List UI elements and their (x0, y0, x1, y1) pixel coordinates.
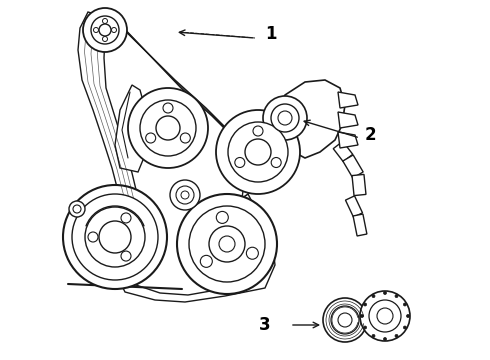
Circle shape (384, 338, 387, 341)
Circle shape (369, 300, 401, 332)
Circle shape (216, 110, 300, 194)
Polygon shape (345, 196, 363, 217)
Circle shape (364, 303, 367, 306)
Circle shape (177, 194, 277, 294)
Circle shape (94, 27, 98, 32)
Circle shape (102, 36, 107, 41)
Polygon shape (338, 112, 358, 128)
Circle shape (246, 247, 258, 259)
Circle shape (360, 291, 410, 341)
Circle shape (372, 294, 375, 298)
Circle shape (216, 211, 228, 224)
Circle shape (163, 103, 173, 113)
Circle shape (170, 180, 200, 210)
Polygon shape (278, 80, 345, 158)
Circle shape (235, 158, 245, 167)
Circle shape (253, 126, 263, 136)
Circle shape (278, 111, 292, 125)
Circle shape (63, 185, 167, 289)
Polygon shape (353, 214, 367, 236)
Circle shape (271, 104, 299, 132)
Polygon shape (115, 85, 148, 172)
Circle shape (372, 334, 375, 337)
Circle shape (338, 313, 352, 327)
Circle shape (112, 27, 117, 32)
Circle shape (140, 100, 196, 156)
Polygon shape (333, 141, 353, 162)
Circle shape (228, 122, 288, 182)
Text: 1: 1 (265, 25, 276, 43)
Circle shape (180, 133, 190, 143)
Circle shape (271, 158, 281, 167)
Circle shape (395, 334, 398, 337)
Polygon shape (78, 12, 140, 218)
Polygon shape (242, 112, 258, 198)
Circle shape (73, 205, 81, 213)
Circle shape (361, 315, 364, 318)
Circle shape (88, 232, 98, 242)
Circle shape (403, 303, 406, 306)
Polygon shape (110, 16, 250, 150)
Circle shape (72, 194, 158, 280)
Circle shape (263, 96, 307, 140)
Circle shape (102, 18, 107, 23)
Circle shape (200, 255, 212, 267)
Circle shape (377, 308, 393, 324)
Circle shape (395, 294, 398, 298)
Circle shape (331, 306, 359, 334)
Circle shape (219, 236, 235, 252)
Circle shape (128, 88, 208, 168)
Circle shape (83, 8, 127, 52)
Circle shape (181, 191, 189, 199)
Polygon shape (118, 194, 275, 302)
Text: 2: 2 (365, 126, 377, 144)
Circle shape (323, 298, 367, 342)
Circle shape (121, 251, 131, 261)
Circle shape (189, 206, 265, 282)
Polygon shape (352, 174, 366, 195)
Polygon shape (338, 132, 358, 148)
Circle shape (146, 133, 156, 143)
Circle shape (384, 292, 387, 294)
Circle shape (407, 315, 410, 318)
Circle shape (403, 326, 406, 329)
Circle shape (176, 186, 194, 204)
Text: 3: 3 (258, 316, 270, 334)
Circle shape (121, 213, 131, 223)
Polygon shape (343, 155, 363, 178)
Polygon shape (338, 92, 358, 108)
Circle shape (245, 139, 271, 165)
Circle shape (364, 326, 367, 329)
Circle shape (209, 226, 245, 262)
Circle shape (85, 207, 145, 267)
Circle shape (156, 116, 180, 140)
Circle shape (69, 201, 85, 217)
Circle shape (91, 16, 119, 44)
Circle shape (99, 221, 131, 253)
Circle shape (99, 24, 111, 36)
